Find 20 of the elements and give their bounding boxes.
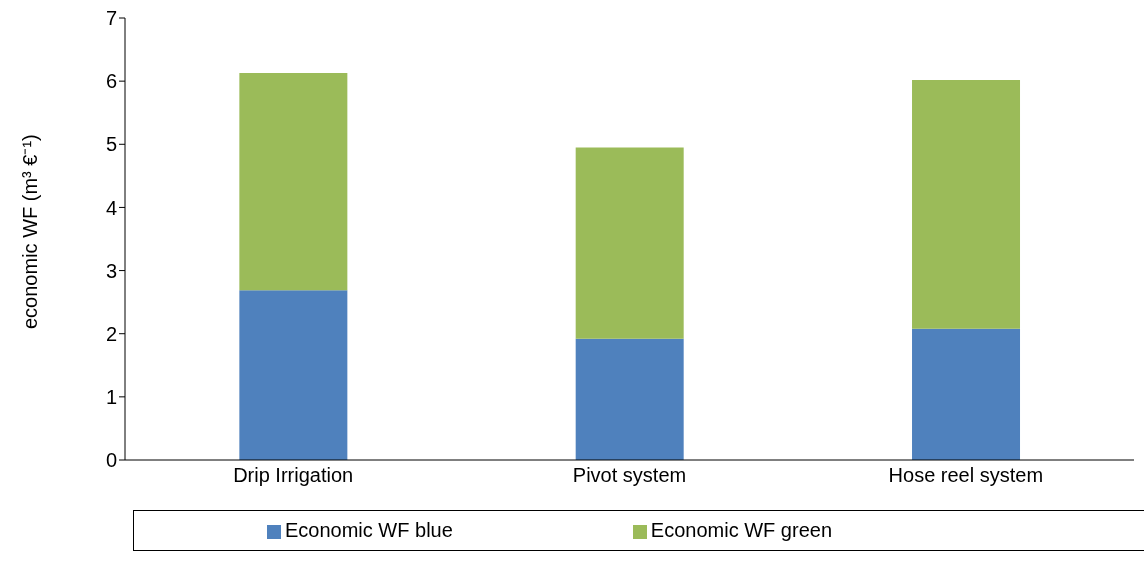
x-tick-label: Pivot system xyxy=(572,464,687,487)
bar xyxy=(575,338,684,460)
y-tick-label: 3 xyxy=(105,259,117,282)
bar xyxy=(912,328,1021,460)
y-tick-label: 0 xyxy=(105,449,117,472)
y-tick-label: 6 xyxy=(105,70,117,93)
y-tick-label: 2 xyxy=(105,322,117,345)
y-tick-label: 5 xyxy=(105,133,117,156)
y-tick-label: 7 xyxy=(105,7,117,30)
legend-label: Economic WF blue xyxy=(284,519,453,541)
y-tick-label: 4 xyxy=(105,196,117,219)
bar xyxy=(239,72,348,291)
bar xyxy=(912,79,1021,329)
bar xyxy=(239,290,348,460)
y-tick-label: 1 xyxy=(105,385,117,408)
y-axis-title: economic WF (m³ €⁻¹) xyxy=(19,134,42,329)
x-tick-label: Hose reel system xyxy=(888,464,1044,487)
bar xyxy=(575,147,684,339)
legend-label: Economic WF green xyxy=(650,519,832,541)
x-tick-label: Drip Irrigation xyxy=(233,464,354,487)
